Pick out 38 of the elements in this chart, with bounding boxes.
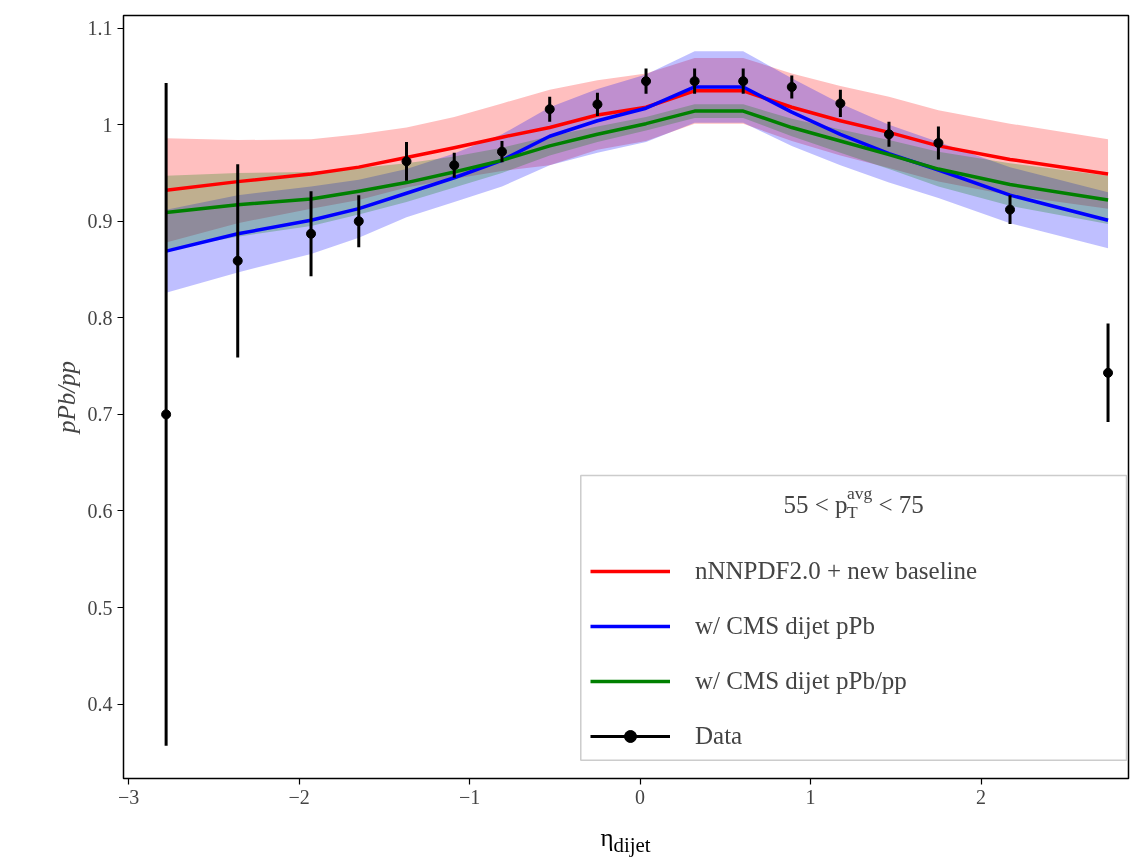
y-tick-label: 0.8 xyxy=(87,306,113,329)
point xyxy=(306,228,317,239)
y-tick-label: 0.6 xyxy=(87,499,113,522)
point xyxy=(496,146,507,157)
legend-label: nNNPDF2.0 + new baseline xyxy=(695,556,978,586)
y-tick-label: 1 xyxy=(102,113,113,136)
point xyxy=(883,129,894,140)
y-tick-label: 0.4 xyxy=(87,693,113,716)
x-tick-label: −3 xyxy=(117,785,140,808)
legend-label: w/ CMS dijet pPb xyxy=(695,611,875,641)
x-tick-label: −2 xyxy=(288,785,310,808)
point xyxy=(449,160,460,171)
point xyxy=(592,99,603,110)
point xyxy=(1103,367,1114,378)
point xyxy=(232,255,243,266)
point xyxy=(161,409,172,420)
point xyxy=(544,104,555,115)
y-tick-label: 0.7 xyxy=(87,403,113,426)
point xyxy=(738,76,749,87)
y-tick-label: 0.9 xyxy=(87,210,113,233)
x-tick-label: 2 xyxy=(976,785,987,808)
x-tick-label: 0 xyxy=(635,785,646,808)
x-tick-label: 1 xyxy=(805,785,816,808)
legend-label: Data xyxy=(695,721,743,751)
point xyxy=(1005,204,1016,215)
x-axis-title: η$_{dijet}$ xyxy=(600,823,651,859)
x-tick-label: −1 xyxy=(458,785,481,808)
point xyxy=(933,138,944,148)
point xyxy=(689,76,700,87)
y-tick-label: 0.5 xyxy=(87,596,113,619)
point xyxy=(353,216,364,227)
point xyxy=(786,81,797,92)
point xyxy=(401,156,412,167)
point xyxy=(835,98,846,109)
legend-label: w/ CMS dijet pPb/pp xyxy=(695,666,907,696)
point xyxy=(641,76,652,87)
y-axis-title: pPb/pp xyxy=(52,360,80,436)
y-tick-label: 1.1 xyxy=(87,17,113,40)
